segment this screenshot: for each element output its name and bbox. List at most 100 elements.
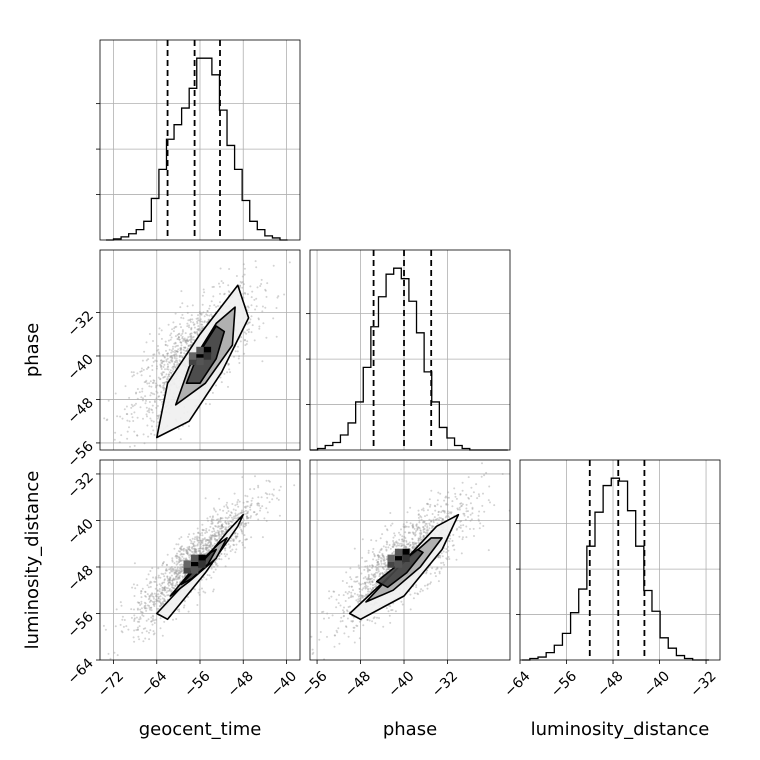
panel-geocent-time-vs-phase xyxy=(99,249,301,451)
scatter-point xyxy=(369,578,372,580)
scatter-point xyxy=(433,504,436,507)
scatter-point xyxy=(151,411,154,414)
scatter-point xyxy=(226,553,228,556)
scatter-point xyxy=(437,491,440,494)
scatter-point xyxy=(379,556,382,559)
scatter-point xyxy=(177,572,180,575)
scatter-point xyxy=(336,631,339,634)
scatter-point xyxy=(361,538,364,541)
scatter-point xyxy=(172,330,175,333)
scatter-point xyxy=(150,616,153,619)
scatter-point xyxy=(151,382,154,384)
density-peak-cell xyxy=(387,554,395,562)
scatter-point xyxy=(202,538,205,541)
scatter-point xyxy=(228,546,231,549)
scatter-point xyxy=(220,524,223,527)
scatter-point xyxy=(391,522,394,525)
scatter-point xyxy=(159,602,162,605)
scatter-point xyxy=(182,346,185,349)
scatter-point xyxy=(132,371,135,374)
scatter-point xyxy=(119,623,122,626)
scatter-point xyxy=(339,604,342,607)
scatter-point xyxy=(166,366,169,369)
scatter-point xyxy=(189,558,192,561)
scatter-point xyxy=(394,534,396,537)
scatter-point xyxy=(327,617,330,619)
scatter-point xyxy=(204,547,207,550)
scatter-point xyxy=(338,594,340,596)
scatter-point xyxy=(171,568,174,571)
scatter-point xyxy=(185,342,188,345)
scatter-point xyxy=(401,540,404,543)
scatter-point xyxy=(190,540,193,543)
scatter-point xyxy=(160,592,163,595)
scatter-point xyxy=(364,560,367,563)
scatter-point xyxy=(147,358,150,361)
scatter-point xyxy=(188,326,190,329)
scatter-point xyxy=(246,511,249,514)
scatter-point xyxy=(178,570,181,573)
scatter-point xyxy=(176,583,179,586)
scatter-point xyxy=(241,544,244,546)
scatter-point xyxy=(403,546,406,549)
scatter-point xyxy=(345,625,347,628)
scatter-point xyxy=(454,495,457,498)
scatter-point xyxy=(288,261,291,264)
scatter-point xyxy=(237,499,240,501)
scatter-point xyxy=(215,305,218,308)
scatter-point xyxy=(409,544,412,546)
scatter-point xyxy=(125,625,128,628)
scatter-point xyxy=(138,620,141,623)
scatter-point xyxy=(123,619,126,621)
scatter-point xyxy=(151,623,154,626)
scatter-point xyxy=(243,331,246,334)
scatter-point xyxy=(169,355,172,358)
scatter-point xyxy=(172,354,175,357)
scatter-point xyxy=(376,561,379,564)
scatter-point xyxy=(175,554,177,557)
scatter-point xyxy=(417,509,420,512)
scatter-point xyxy=(441,518,444,521)
scatter-point xyxy=(184,332,187,335)
scatter-point xyxy=(140,590,143,593)
scatter-point xyxy=(153,433,156,436)
scatter-point xyxy=(165,563,168,566)
scatter-point xyxy=(149,629,152,632)
scatter-point xyxy=(427,503,430,506)
scatter-point xyxy=(201,294,204,297)
scatter-point xyxy=(180,570,183,573)
scatter-point xyxy=(158,605,161,607)
scatter-point xyxy=(141,359,144,362)
scatter-point xyxy=(266,496,269,499)
scatter-point xyxy=(106,418,109,421)
scatter-point xyxy=(184,339,187,342)
y-tick-label: −40 xyxy=(65,516,97,548)
scatter-point xyxy=(214,533,217,536)
scatter-point xyxy=(406,511,409,514)
scatter-point xyxy=(174,345,177,348)
scatter-point xyxy=(152,340,154,342)
scatter-point xyxy=(159,598,162,601)
scatter-point xyxy=(434,505,437,508)
scatter-point xyxy=(375,567,378,570)
scatter-point xyxy=(368,564,371,567)
scatter-point xyxy=(445,557,448,560)
scatter-point xyxy=(170,336,173,339)
scatter-point xyxy=(186,552,189,555)
scatter-point xyxy=(413,592,416,595)
scatter-point xyxy=(208,544,211,547)
scatter-point xyxy=(161,386,164,389)
scatter-point xyxy=(204,546,207,549)
scatter-point xyxy=(119,415,122,418)
scatter-point xyxy=(121,631,124,634)
scatter-point xyxy=(181,545,183,548)
scatter-point xyxy=(140,374,143,377)
scatter-point xyxy=(377,555,380,558)
scatter-point xyxy=(442,550,445,553)
scatter-point xyxy=(144,595,147,597)
scatter-point xyxy=(228,268,231,270)
scatter-point xyxy=(178,359,181,362)
scatter-point xyxy=(366,565,369,568)
scatter-point xyxy=(219,527,221,530)
scatter-point xyxy=(381,566,384,569)
